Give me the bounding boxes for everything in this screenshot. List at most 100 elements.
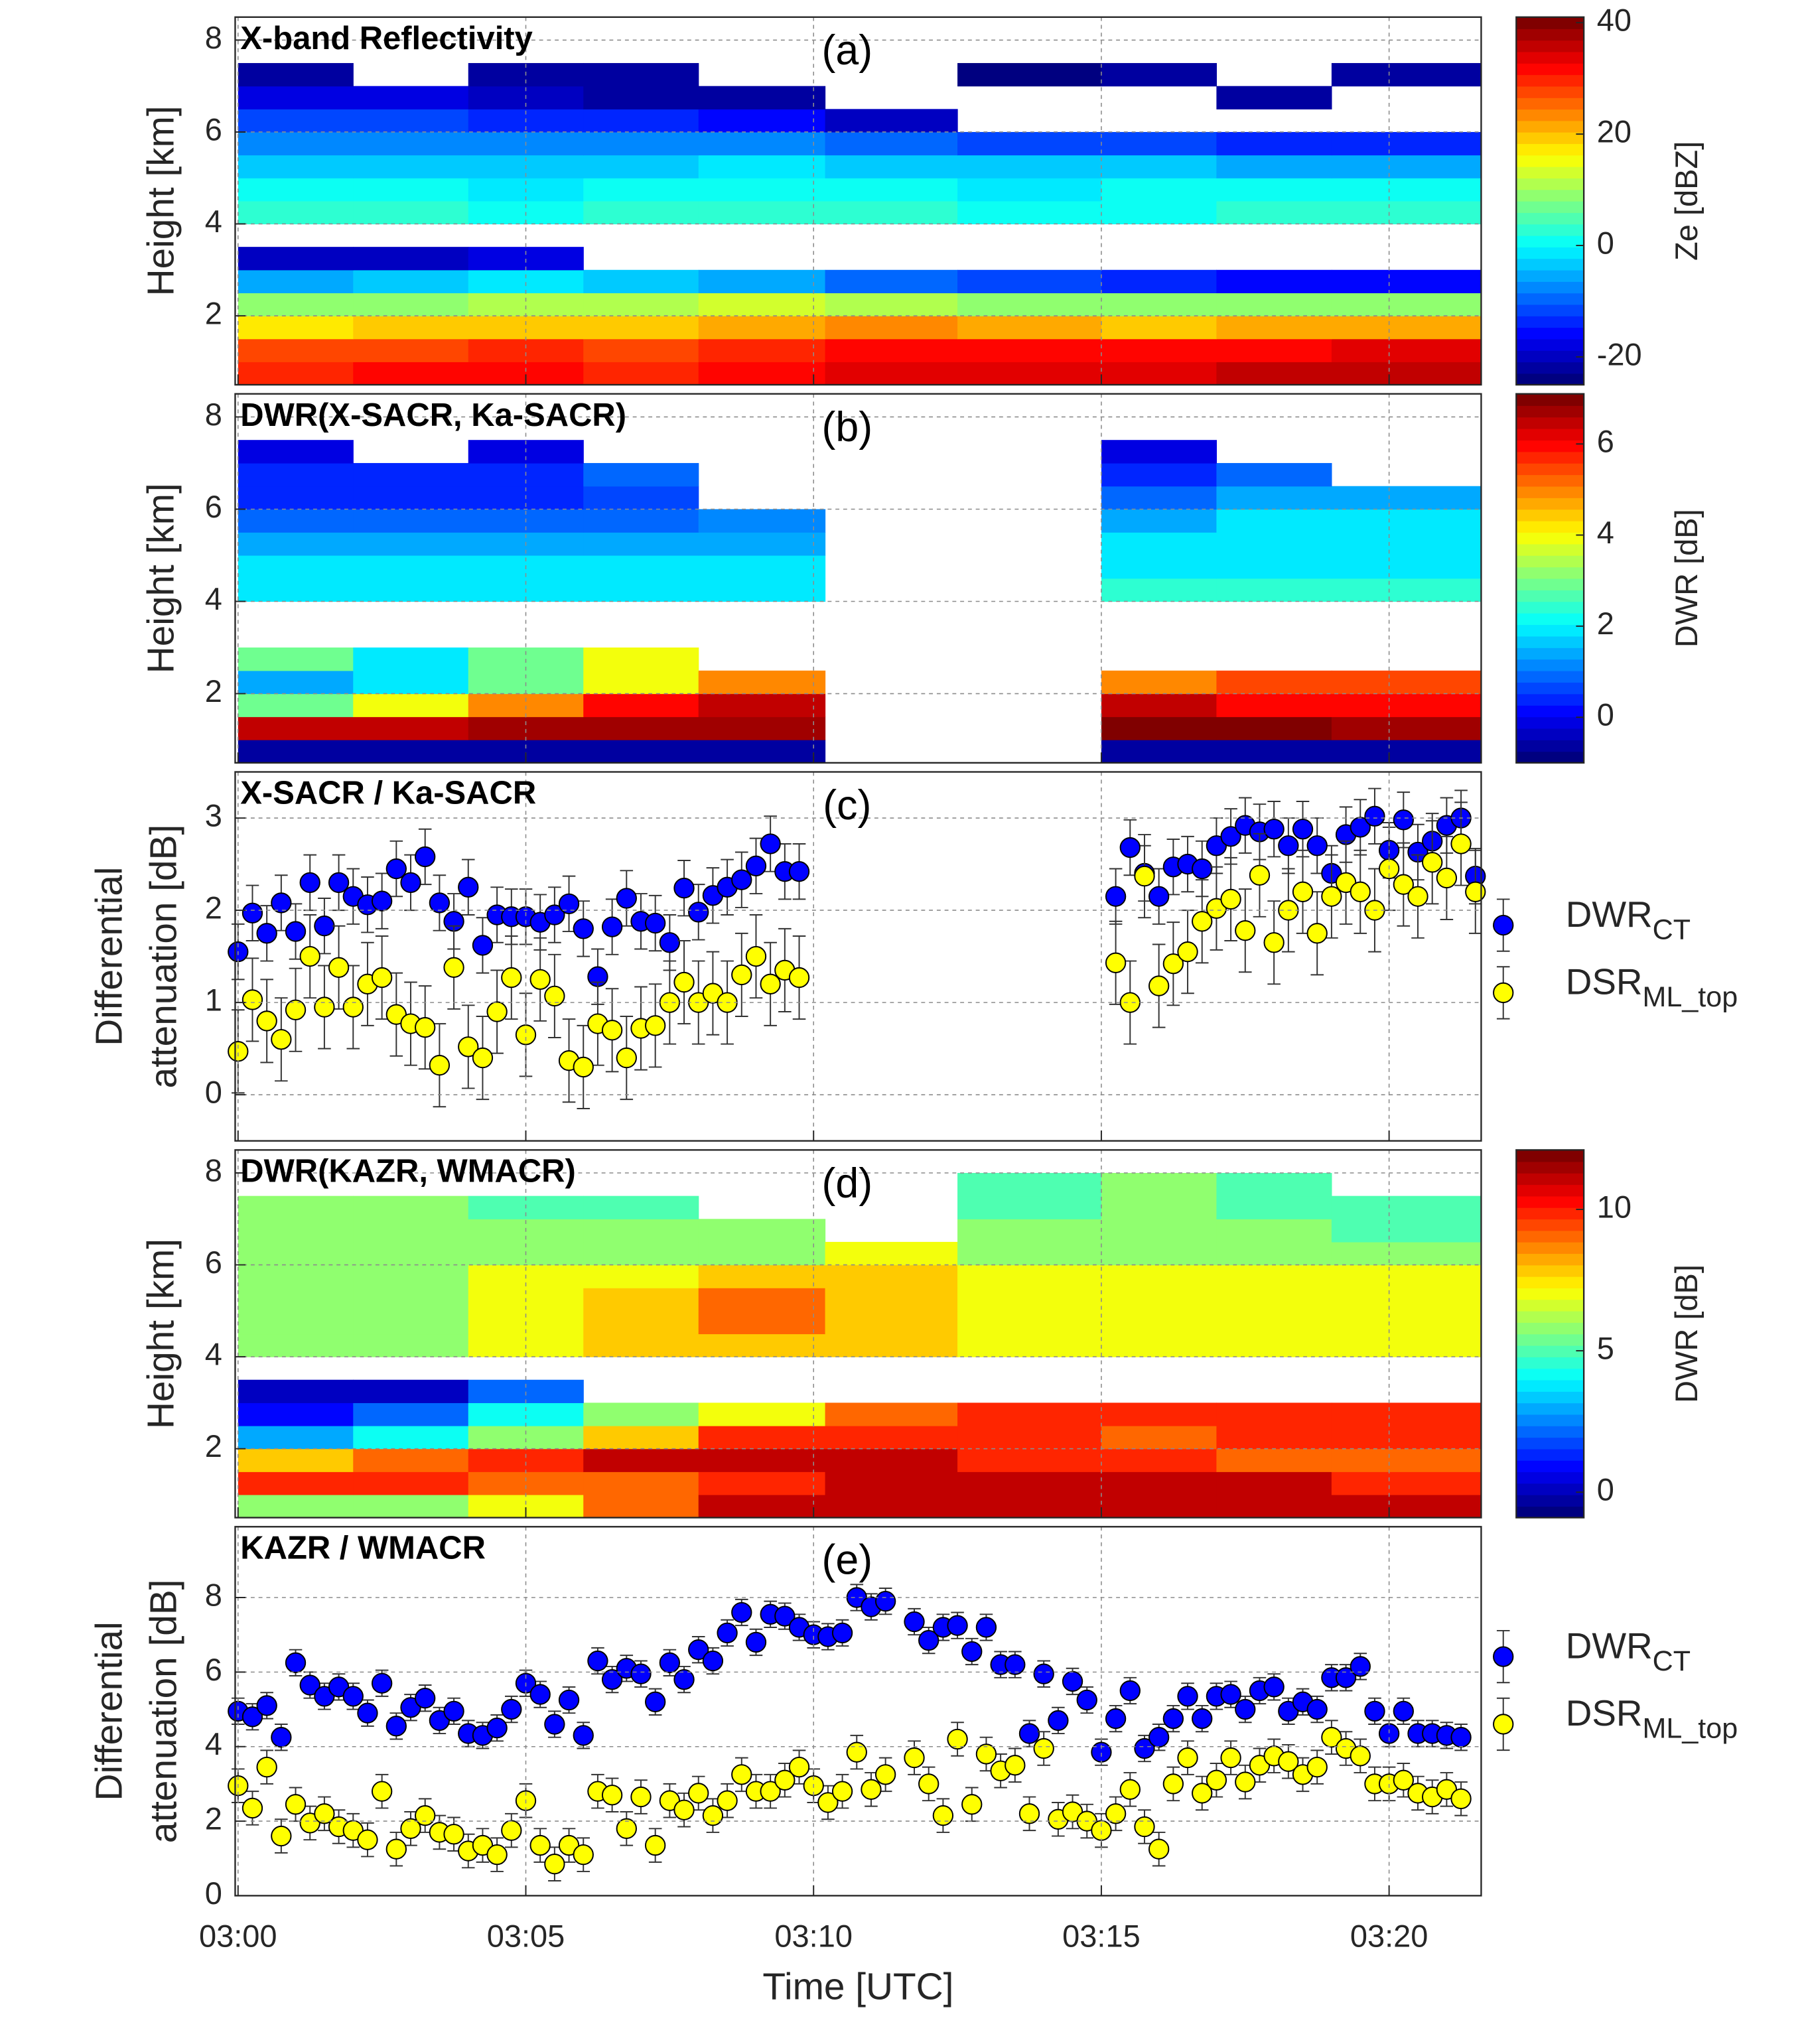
data-point (1220, 1747, 1241, 1769)
colorbar-tick-label: 0 (1597, 225, 1614, 260)
heat-cell (468, 1471, 584, 1495)
heat-cell (1216, 178, 1332, 202)
data-point (702, 1805, 724, 1826)
heat-cell (957, 1402, 1102, 1426)
y-tick-label: 2 (205, 1801, 222, 1836)
heat-cell (583, 1426, 699, 1450)
data-point (1148, 975, 1170, 996)
colorbar-step (1516, 1150, 1584, 1162)
colorbar-step (1516, 417, 1584, 429)
heat-cell (698, 1219, 826, 1243)
data-point (1278, 835, 1299, 856)
heat-cell (1101, 462, 1217, 487)
data-point (415, 1016, 436, 1038)
heat-cell (238, 716, 354, 740)
panel-title: DWR(X-SACR, Ka-SACR) (240, 397, 626, 433)
heat-cell (1101, 269, 1217, 294)
legend-label: DSRML_top (1566, 1693, 1738, 1745)
data-point (544, 1854, 565, 1875)
colorbar-step (1516, 1288, 1584, 1300)
heat-cell (468, 293, 584, 316)
panel-title: DWR(KAZR, WMACR) (240, 1154, 576, 1190)
data-point (688, 902, 709, 923)
y-axis-label: Differential (88, 866, 130, 1046)
heat-cell (353, 316, 469, 340)
data-point (242, 1706, 263, 1728)
data-point (256, 1695, 277, 1716)
heat-cell (238, 1241, 354, 1266)
legend-label: DWRCT (1566, 894, 1691, 945)
heat-cell (238, 1333, 354, 1357)
data-point (285, 1794, 307, 1815)
data-point (1177, 1686, 1198, 1707)
heat-cell (1216, 1195, 1332, 1219)
data-point (429, 1710, 451, 1732)
colorbar-step (1516, 200, 1584, 213)
heat-cell (698, 1494, 826, 1519)
heat-cell (468, 1379, 584, 1403)
data-point (1306, 835, 1328, 856)
data-point (1278, 1700, 1299, 1722)
data-point (645, 912, 666, 934)
legend-marker (1493, 982, 1514, 1004)
heat-cell (353, 1310, 469, 1335)
data-point (573, 1725, 594, 1746)
colorbar-label: Ze [dBZ] (1669, 141, 1704, 261)
colorbar-step (1516, 705, 1584, 718)
data-point (659, 1790, 681, 1811)
data-point (616, 888, 637, 909)
heat-cell (1216, 1241, 1332, 1266)
heat-cell (1331, 670, 1482, 695)
heat-cell (1216, 1264, 1332, 1288)
data-point (788, 967, 810, 988)
data-point (717, 1790, 738, 1811)
heat-cell (825, 316, 958, 340)
data-point (1465, 881, 1486, 902)
data-point (529, 1684, 551, 1705)
heat-cell (1331, 1426, 1482, 1450)
colorbar-step (1516, 740, 1584, 752)
data-point (242, 902, 263, 923)
colorbar-step (1516, 532, 1584, 545)
heat-cell (238, 1288, 354, 1312)
legend-name: DSR (1566, 1693, 1643, 1734)
data-point (472, 1834, 494, 1856)
heat-cell (698, 86, 826, 109)
data-point (659, 1652, 681, 1674)
data-point (256, 1010, 277, 1032)
y-tick-label: 1 (205, 983, 222, 1018)
data-point (415, 1805, 436, 1826)
colorbar-step (1516, 624, 1584, 637)
colorbar-step (1516, 636, 1584, 648)
data-point (587, 1650, 608, 1672)
data-point (1393, 1769, 1414, 1791)
data-point (1306, 1698, 1328, 1720)
heat-cell (1101, 1310, 1217, 1335)
panel-label: (d) (822, 1160, 873, 1207)
colorbar-step (1516, 567, 1584, 579)
heat-cell (957, 1310, 1102, 1335)
data-point (731, 964, 752, 986)
heat-cell (1331, 509, 1482, 533)
heat-cell (698, 200, 826, 225)
heat-cell (1331, 63, 1482, 87)
heat-cell (353, 462, 469, 487)
data-point (1350, 1745, 1371, 1767)
y-tick-label: 6 (205, 1245, 222, 1280)
colorbar-step (1516, 1161, 1584, 1174)
colorbar-tick-label: 20 (1597, 114, 1632, 149)
y-tick-label: 4 (205, 1337, 222, 1372)
colorbar-step (1516, 612, 1584, 626)
heat-cell (698, 1426, 826, 1450)
colorbar-step (1516, 1471, 1584, 1484)
heat-cell (238, 247, 354, 271)
heat-cell (698, 293, 826, 316)
data-point (385, 1716, 407, 1737)
heat-cell (957, 63, 1102, 87)
colorbar-step (1516, 131, 1584, 145)
heat-cell (1101, 63, 1217, 87)
heat-cell (583, 338, 699, 362)
colorbar-step (1516, 509, 1584, 521)
heat-cell (698, 1471, 826, 1495)
colorbar-step (1516, 451, 1584, 464)
